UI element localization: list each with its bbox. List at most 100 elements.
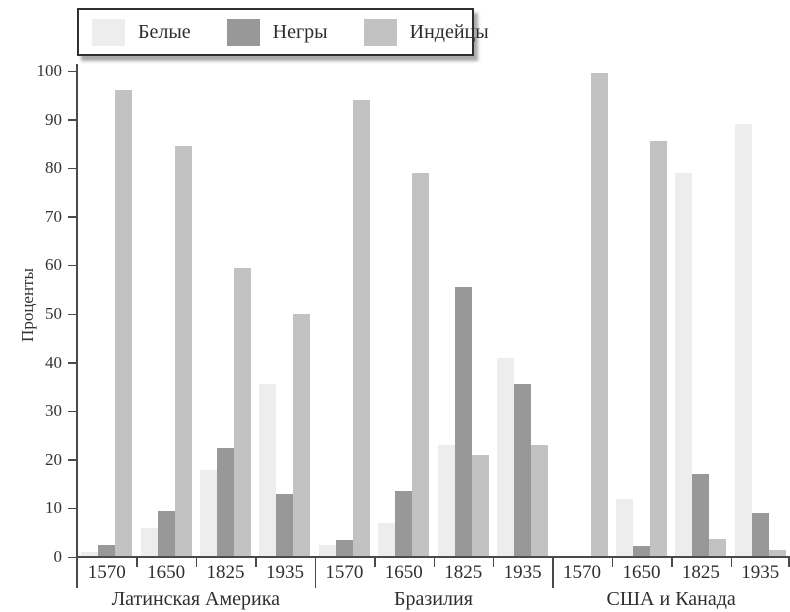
bar <box>378 522 396 557</box>
bar <box>454 287 472 557</box>
bar <box>768 549 786 557</box>
year-label: 1650 <box>147 562 186 583</box>
bar <box>615 498 633 557</box>
bar <box>751 513 769 557</box>
y-tick-label: 20 <box>45 449 62 469</box>
bar <box>471 454 489 557</box>
year-slot <box>374 71 433 557</box>
year-tick-mark <box>611 558 614 567</box>
year-tick-mark <box>374 558 376 567</box>
legend-label: Индейцы <box>409 20 489 43</box>
bar <box>590 73 608 557</box>
legend-item: Негры <box>226 18 328 46</box>
year-label: 1570 <box>87 562 126 583</box>
year-tick-mark <box>255 558 257 567</box>
bar <box>234 267 252 557</box>
bar <box>709 539 727 557</box>
year-label: 1650 <box>622 562 661 583</box>
y-tick-mark <box>68 410 77 413</box>
y-tick-label: 0 <box>53 547 63 566</box>
y-axis-ticks: 0 10 20 30 40 50 60 70 80 90 100 <box>0 61 77 566</box>
y-tick-label: 70 <box>45 206 62 226</box>
bar <box>157 510 175 557</box>
legend-swatch-icon <box>226 18 260 46</box>
year-tick-mark <box>788 558 790 567</box>
y-tick-mark <box>68 167 77 170</box>
bar <box>174 146 192 557</box>
y-tick-mark <box>68 507 77 510</box>
y-tick-mark <box>68 216 77 218</box>
bar <box>412 173 430 557</box>
year-slot <box>434 71 493 557</box>
bar-group <box>315 71 553 557</box>
group-label: США и Канада <box>606 588 736 610</box>
bar-group <box>552 71 790 557</box>
legend-label: Белые <box>138 20 191 43</box>
y-tick-label: 80 <box>45 158 62 178</box>
year-label: 1935 <box>741 562 780 583</box>
year-label: 1935 <box>265 562 304 583</box>
year-tick-mark <box>492 558 495 567</box>
legend-label: Негры <box>272 20 328 43</box>
year-slot <box>196 71 255 557</box>
bar-group <box>77 71 315 557</box>
y-tick-mark <box>68 70 77 72</box>
year-label: 1825 <box>444 562 483 583</box>
y-tick-mark <box>68 362 77 364</box>
group-label: Латинская Америка <box>111 588 281 610</box>
bar <box>98 544 116 557</box>
bar <box>276 493 294 557</box>
y-tick-label: 60 <box>45 255 62 275</box>
year-tick-mark <box>195 558 198 567</box>
bar <box>318 544 336 557</box>
year-slot <box>493 71 552 557</box>
bar <box>259 384 277 557</box>
bar <box>514 384 532 557</box>
bar <box>675 173 693 557</box>
y-tick-label: 90 <box>45 109 62 129</box>
year-label: 1570 <box>325 562 364 583</box>
legend-item: Индейцы <box>363 18 489 46</box>
bar <box>437 445 455 557</box>
legend-item: Белые <box>92 18 191 46</box>
year-slot <box>255 71 314 557</box>
bar <box>692 474 710 557</box>
bar <box>115 90 133 557</box>
y-tick-mark <box>68 556 77 558</box>
bar <box>531 445 549 557</box>
x-axis-line <box>77 556 790 558</box>
group-separator <box>552 558 554 588</box>
year-tick-mark <box>433 558 435 567</box>
year-slot <box>77 71 136 557</box>
bar <box>632 545 650 557</box>
bar <box>352 100 370 557</box>
y-tick-label: 40 <box>45 352 62 372</box>
year-slot <box>731 71 790 557</box>
year-label: 1570 <box>563 562 602 583</box>
legend-swatch-icon <box>92 18 125 46</box>
bar <box>140 527 158 557</box>
y-tick-label: 10 <box>45 498 62 518</box>
bar <box>200 469 218 557</box>
year-label: 1825 <box>681 562 720 583</box>
group-separator <box>314 558 317 588</box>
y-tick-label: 50 <box>45 304 62 323</box>
plot-area <box>77 71 790 557</box>
y-tick-label: 30 <box>45 401 62 421</box>
bar <box>497 357 515 557</box>
year-slot <box>315 71 374 557</box>
y-tick-mark <box>68 119 77 121</box>
year-slot <box>136 71 195 557</box>
year-label: 1650 <box>384 562 423 583</box>
year-slot <box>552 71 611 557</box>
group-label: Бразилия <box>394 588 473 610</box>
legend-swatch-icon <box>363 18 397 46</box>
y-tick-label: 100 <box>36 61 63 80</box>
year-label: 1825 <box>206 562 245 583</box>
y-tick-mark <box>68 264 77 267</box>
bar <box>734 124 752 557</box>
year-tick-mark <box>730 558 733 567</box>
bar <box>217 447 235 557</box>
bar <box>395 491 413 557</box>
